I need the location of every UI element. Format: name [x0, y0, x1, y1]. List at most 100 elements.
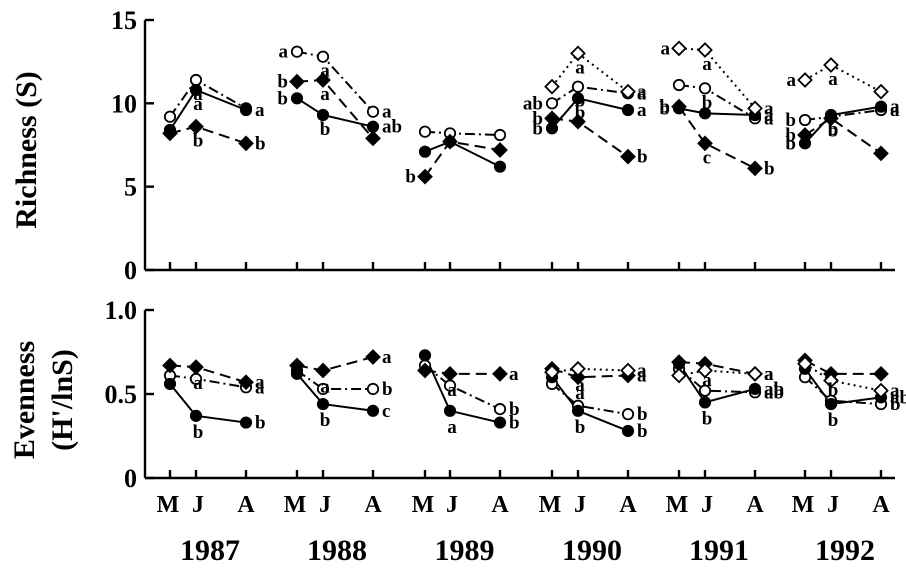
evenness-filled-circle-point — [571, 404, 585, 417]
month-label: A — [364, 492, 382, 518]
evenness-significance-label: a — [255, 377, 265, 398]
richness-open-circle-line-1989 — [424, 130, 501, 136]
evenness-filled-circle-point — [189, 409, 203, 422]
richness-significance-label: a — [661, 38, 671, 59]
evenness-y-label-units: (H'/lnS) — [46, 349, 79, 451]
richness-significance-label: b — [532, 118, 543, 139]
richness-significance-label: b — [637, 147, 648, 168]
richness-filled-diamond-point — [747, 160, 763, 177]
evenness-open-circle-point — [366, 382, 380, 396]
richness-open-diamond-point — [823, 57, 839, 73]
richness-open-circle-point — [290, 45, 304, 58]
evenness-open-circle-point — [698, 384, 712, 397]
richness-filled-diamond-point — [162, 125, 178, 142]
evenness-filled-circle-point — [366, 404, 380, 417]
richness-filled-diamond-point — [544, 110, 560, 127]
richness-significance-label: a — [575, 57, 585, 78]
richness-open-circle-point — [316, 50, 330, 63]
evenness-filled-circle-line-1990 — [551, 376, 629, 432]
evenness-significance-label: b — [828, 380, 839, 401]
richness-significance-label: c — [703, 147, 711, 168]
richness-significance-label: a — [764, 108, 774, 129]
richness-open-diamond-point — [671, 40, 687, 57]
evenness-filled-diamond-point — [188, 359, 204, 375]
evenness-significance-label: b — [890, 394, 901, 415]
richness-filled-circle-point — [493, 160, 507, 173]
evenness-significance-label: a — [637, 366, 647, 387]
richness-significance-label: b — [277, 88, 288, 109]
evenness-significance-label: a — [890, 381, 900, 402]
richness-significance-label: a — [702, 54, 712, 75]
evenness-filled-diamond-line-1990 — [551, 367, 629, 379]
evenness-y-tick-label: 0.5 — [105, 380, 138, 409]
richness-significance-label: a — [764, 98, 774, 119]
richness-filled-circle-line-1989 — [424, 140, 501, 168]
evenness-filled-circle-point — [824, 397, 838, 411]
evenness-open-diamond-line-1990 — [551, 367, 629, 374]
richness-open-diamond-line-1990 — [551, 51, 629, 93]
richness-filled-diamond-line-1992 — [804, 117, 882, 155]
richness-open-circle-line-1990 — [551, 85, 629, 105]
year-label: 1987 — [180, 534, 240, 567]
evenness-significance-label: b — [382, 379, 393, 400]
evenness-open-circle-point — [493, 403, 507, 416]
richness-filled-circle-point — [239, 103, 253, 117]
richness-filled-diamond-point — [365, 130, 381, 147]
richness-filled-circle-line-1987 — [169, 88, 247, 131]
evenness-open-diamond-point — [823, 372, 839, 389]
evenness-filled-circle-line-1991 — [678, 363, 756, 404]
richness-filled-diamond-line-1990 — [551, 117, 629, 158]
richness-filled-diamond-point — [671, 98, 687, 115]
evenness-y-label: Evenness — [8, 341, 41, 459]
evenness-filled-diamond-point — [289, 357, 305, 374]
richness-significance-label: a — [637, 83, 647, 104]
richness-significance-label: b — [785, 133, 796, 154]
evenness-significance-label: b — [255, 413, 266, 434]
evenness-filled-diamond-line-1989 — [424, 369, 500, 375]
evenness-open-diamond-line-1991 — [678, 369, 756, 377]
richness-filled-diamond-point — [697, 135, 713, 152]
evenness-open-diamond-point — [544, 364, 560, 381]
evenness-filled-diamond-line-1991 — [678, 361, 756, 375]
richness-open-diamond-point — [797, 72, 813, 88]
month-label: M — [792, 492, 815, 518]
evenness-significance-label: b — [637, 404, 648, 425]
evenness-y-tick-label: 0 — [124, 464, 137, 493]
evenness-y-tick-label: 1.0 — [105, 296, 138, 325]
richness-significance-label: a — [320, 61, 330, 82]
richness-significance-label: b — [405, 167, 416, 188]
month-label: A — [237, 492, 255, 518]
richness-open-circle-point — [571, 80, 585, 93]
richness-significance-label: a — [320, 84, 330, 105]
year-label: 1989 — [435, 534, 495, 567]
richness-filled-circle-point — [698, 107, 712, 120]
evenness-significance-label: a — [447, 380, 457, 401]
evenness-significance-label: ab — [764, 382, 784, 403]
evenness-filled-diamond-point — [162, 357, 178, 374]
evenness-filled-circle-line-1989 — [424, 354, 501, 424]
richness-open-diamond-point — [570, 45, 586, 62]
richness-significance-label: b — [828, 121, 839, 142]
evenness-significance-label: ab — [764, 379, 784, 400]
evenness-significance-label: b — [575, 417, 586, 438]
richness-filled-diamond-point — [315, 72, 331, 88]
evenness-significance-label: a — [764, 364, 774, 385]
evenness-filled-diamond-point — [570, 369, 586, 386]
month-label: J — [574, 492, 586, 518]
evenness-open-circle-point — [316, 382, 330, 396]
richness-significance-label: b — [702, 92, 713, 113]
evenness-significance-label: b — [637, 421, 648, 442]
richness-filled-diamond-line-1988 — [296, 78, 374, 139]
richness-filled-circle-point — [571, 92, 585, 105]
richness-open-circle-point — [493, 128, 507, 142]
year-label: 1992 — [815, 534, 875, 567]
richness-open-circle-line-1988 — [296, 50, 374, 113]
richness-filled-diamond-point — [442, 133, 458, 150]
evenness-significance-label: b — [509, 413, 520, 434]
richness-significance-label: b — [193, 131, 204, 152]
richness-filled-circle-point — [316, 108, 330, 122]
year-label: 1990 — [562, 534, 622, 567]
evenness-open-diamond-point — [671, 367, 687, 384]
